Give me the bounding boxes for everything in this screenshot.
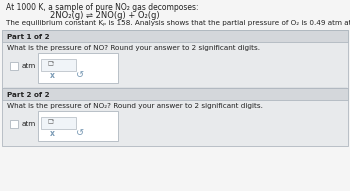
Text: atm: atm — [22, 63, 36, 69]
Text: □: □ — [47, 61, 53, 66]
Bar — [41, 59, 76, 71]
Bar — [41, 117, 76, 129]
Text: ²: ² — [52, 119, 54, 124]
Text: Part 2 of 2: Part 2 of 2 — [7, 92, 50, 98]
Text: Part 1 of 2: Part 1 of 2 — [7, 34, 50, 40]
Text: ↺: ↺ — [76, 128, 84, 138]
Text: ↺: ↺ — [76, 70, 84, 80]
Text: atm: atm — [22, 121, 36, 127]
Text: What is the pressure of NO? Round your answer to 2 significant digits.: What is the pressure of NO? Round your a… — [7, 45, 260, 51]
Text: 2NO₂(g) ⇌ 2NO(g) + O₂(g): 2NO₂(g) ⇌ 2NO(g) + O₂(g) — [50, 11, 160, 20]
Text: What is the pressure of NO₂? Round your answer to 2 significant digits.: What is the pressure of NO₂? Round your … — [7, 103, 263, 109]
Text: At 1000 K, a sample of pure NO₂ gas decomposes:: At 1000 K, a sample of pure NO₂ gas deco… — [6, 3, 198, 12]
Text: x: x — [50, 129, 55, 138]
Bar — [2, 88, 348, 100]
Bar — [38, 111, 118, 141]
Text: ²: ² — [52, 61, 54, 66]
Text: □: □ — [47, 119, 53, 124]
Text: x: x — [50, 70, 55, 79]
Bar — [2, 30, 348, 88]
Bar — [10, 62, 18, 70]
Bar — [2, 88, 348, 146]
Bar — [38, 53, 118, 83]
Bar — [10, 120, 18, 128]
Text: The equilibrium constant Kₚ is 158. Analysis shows that the partial pressure of : The equilibrium constant Kₚ is 158. Anal… — [6, 20, 350, 26]
Bar — [2, 30, 348, 42]
